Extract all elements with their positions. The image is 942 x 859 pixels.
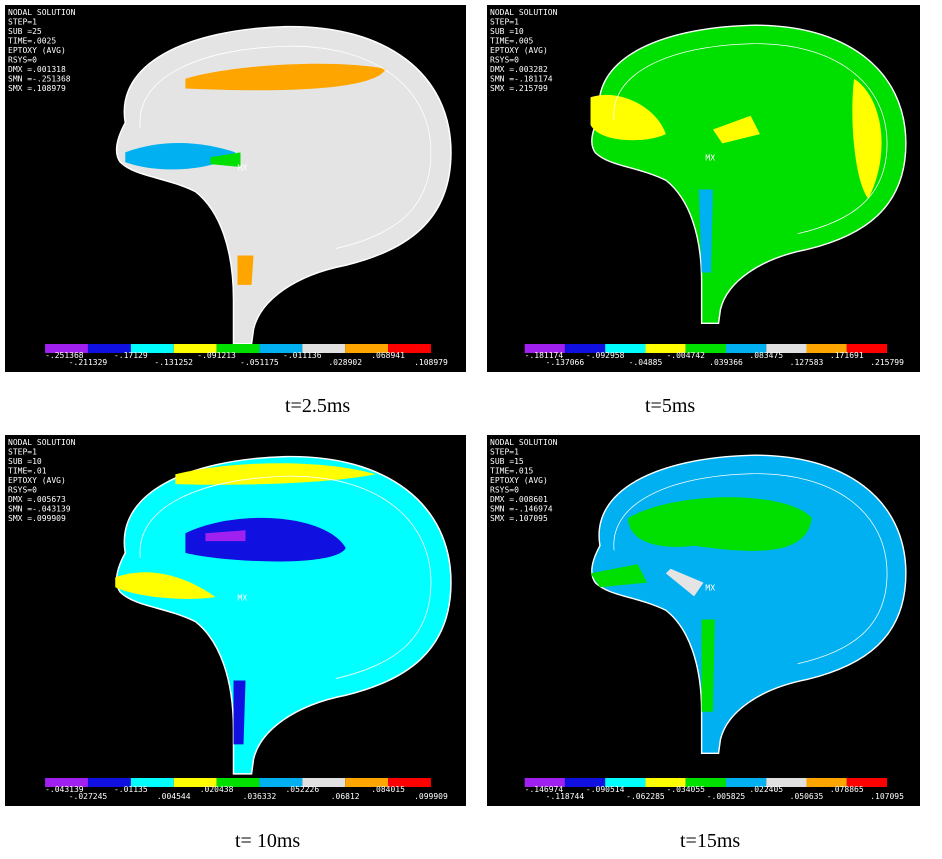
header-line: STEP=1 [8, 18, 37, 27]
head-model [591, 25, 906, 323]
marker-label: MX [705, 153, 715, 162]
header-line: EPTOXY (AVG) [490, 476, 548, 485]
header-line: EPTOXY (AVG) [8, 476, 66, 485]
header-line: SUB =15 [490, 457, 524, 466]
header-line: NODAL SOLUTION [8, 8, 76, 17]
header-line: SUB =25 [8, 27, 42, 36]
header-line: SMN =-.181174 [490, 75, 553, 84]
legend-label: .028902 [328, 358, 362, 367]
fea-panel: NODAL SOLUTIONSTEP=1SUB =10TIME=.005EPTO… [487, 5, 920, 372]
legend-label: -.01135 [114, 785, 148, 794]
legend-label: .107095 [870, 792, 904, 801]
head-model [115, 457, 451, 774]
header-line: SMN =-.043139 [8, 505, 71, 514]
header-line: SMX =.108979 [8, 84, 66, 93]
header-line: TIME=.0025 [8, 37, 56, 46]
legend-label: -.131252 [154, 358, 193, 367]
legend-label: -.027245 [69, 792, 108, 801]
header-line: SMX =.099909 [8, 514, 66, 523]
header-line: EPTOXY (AVG) [8, 46, 66, 55]
legend-label: .084015 [371, 785, 405, 794]
header-line: RSYS=0 [8, 486, 37, 495]
header-line: STEP=1 [490, 448, 519, 457]
figure: NODAL SOLUTIONSTEP=1SUB =25TIME=.0025EPT… [0, 0, 942, 859]
caption: t=15ms [680, 830, 740, 853]
legend-label: -.091213 [197, 351, 236, 360]
legend-label: .06812 [331, 792, 360, 801]
header-line: STEP=1 [8, 448, 37, 457]
header-line: DMX =.003282 [490, 65, 548, 74]
legend-label: .215799 [870, 358, 904, 367]
legend-label: .036332 [243, 792, 277, 801]
legend-label: -.090514 [586, 785, 625, 794]
fea-panel: NODAL SOLUTIONSTEP=1SUB =10TIME=.01EPTOX… [5, 435, 466, 806]
header-line: SUB =10 [8, 457, 42, 466]
legend-label: .083475 [749, 351, 783, 360]
legend-label: -.17129 [114, 351, 148, 360]
legend-label: .022405 [749, 785, 783, 794]
header-line: RSYS=0 [8, 56, 37, 65]
caption: t=2.5ms [285, 395, 350, 418]
header-line: TIME=.005 [490, 37, 534, 46]
marker-label: MX [238, 593, 248, 602]
header-line: STEP=1 [490, 18, 519, 27]
legend-label: -.011136 [283, 351, 322, 360]
header-line: EPTOXY (AVG) [490, 46, 548, 55]
legend-label: -.051175 [240, 358, 279, 367]
header-line: SUB =10 [490, 27, 524, 36]
legend-label: .004544 [157, 792, 191, 801]
legend-label: -.137066 [546, 358, 585, 367]
marker-label: MX [705, 583, 715, 592]
strain-region [702, 619, 715, 711]
strain-region [233, 681, 245, 745]
header-line: DMX =.008601 [490, 495, 548, 504]
legend-label: .099909 [414, 792, 448, 801]
legend-label: -.092958 [586, 351, 625, 360]
caption: t=5ms [645, 395, 695, 418]
header-line: SMN =-.146974 [490, 505, 553, 514]
header-line: DMX =.005673 [8, 495, 66, 504]
legend-label: -.118744 [546, 792, 585, 801]
header-line: RSYS=0 [490, 486, 519, 495]
legend-label: .108979 [414, 358, 448, 367]
header-line: TIME=.01 [8, 467, 47, 476]
legend-label: .052226 [285, 785, 319, 794]
legend-label: .171691 [830, 351, 864, 360]
legend-label: .078865 [830, 785, 864, 794]
header-line: RSYS=0 [490, 56, 519, 65]
caption: t= 10ms [235, 830, 300, 853]
header-line: TIME=.015 [490, 467, 534, 476]
legend-label: .050635 [790, 792, 824, 801]
legend-label: -.005825 [707, 792, 746, 801]
header-line: NODAL SOLUTION [490, 8, 558, 17]
header-line: SMX =.215799 [490, 84, 548, 93]
strain-region [238, 255, 254, 284]
header-line: NODAL SOLUTION [8, 438, 76, 447]
legend-label: -.211329 [69, 358, 108, 367]
legend-label: -.034055 [666, 785, 705, 794]
head-model [591, 455, 906, 753]
header-line: NODAL SOLUTION [490, 438, 558, 447]
header-line: SMX =.107095 [490, 514, 548, 523]
legend-label: -.062285 [626, 792, 665, 801]
legend-label: -.004742 [666, 351, 705, 360]
legend-label: .127583 [790, 358, 824, 367]
head-shape [117, 457, 451, 774]
head-model [117, 27, 451, 344]
header-line: DMX =.001318 [8, 65, 66, 74]
header-line: SMN =-.251368 [8, 75, 71, 84]
legend-label: .068941 [371, 351, 405, 360]
legend-label: -.04885 [629, 358, 663, 367]
legend-label: .039366 [709, 358, 743, 367]
fea-panel: NODAL SOLUTIONSTEP=1SUB =15TIME=.015EPTO… [487, 435, 920, 806]
marker-label: MX [238, 163, 248, 172]
legend-label: .020438 [200, 785, 234, 794]
